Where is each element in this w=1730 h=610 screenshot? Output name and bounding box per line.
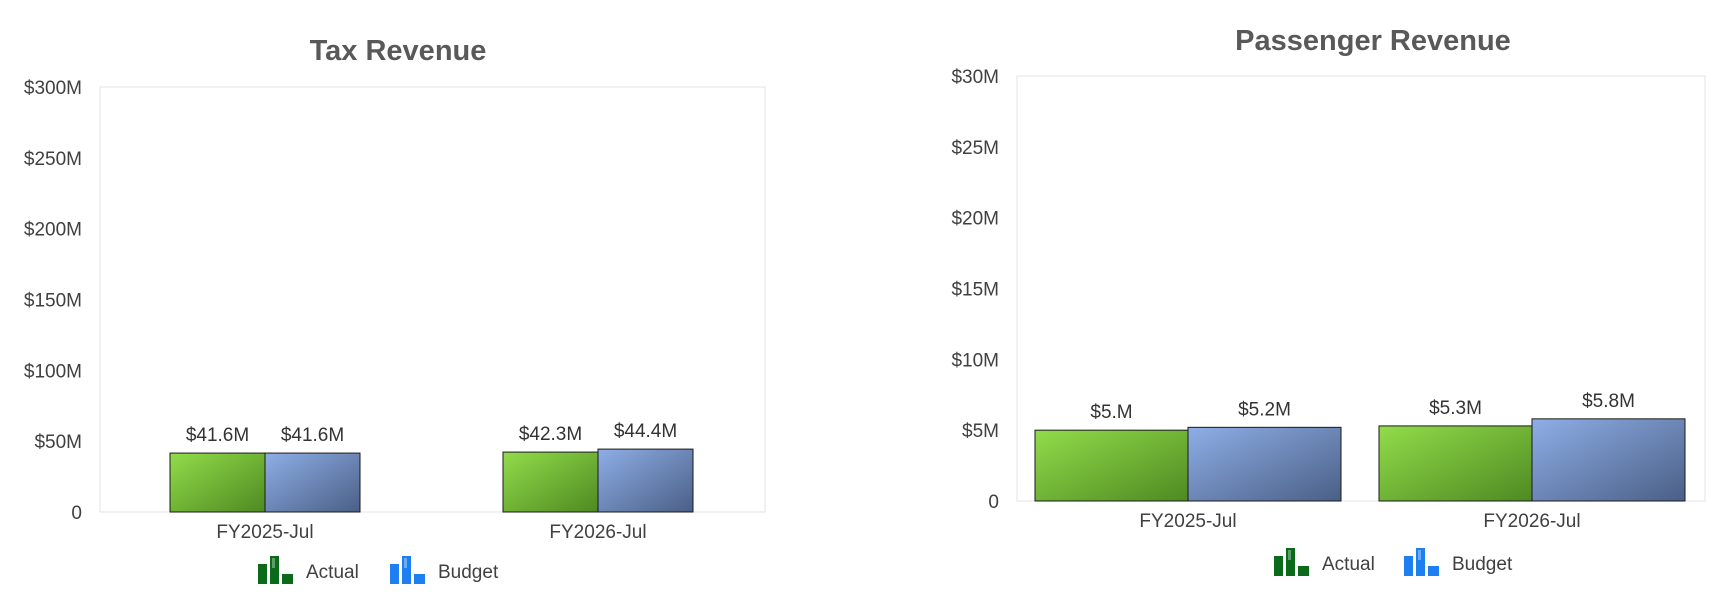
y-tick-label: $25M (951, 138, 999, 159)
legend-item-actual: Actual (1274, 548, 1375, 576)
data-label: $41.6M (186, 425, 249, 446)
y-tick-label: $200M (24, 220, 82, 241)
legend-item-actual: Actual (258, 556, 359, 584)
legend-item-budget: Budget (1404, 548, 1513, 576)
x-category-label: FY2026-Jul (549, 522, 646, 543)
bar-chart-green-icon (258, 556, 293, 584)
data-label: $5.2M (1238, 399, 1291, 420)
y-tick-label: $10M (951, 350, 999, 371)
legend-label: Budget (438, 562, 499, 583)
y-tick-label: $150M (24, 291, 82, 312)
chart-title: Tax Revenue (310, 35, 487, 67)
data-label: $42.3M (519, 424, 582, 445)
data-label: $41.6M (281, 425, 344, 446)
legend-label: Actual (1322, 554, 1375, 575)
data-label: $5.M (1090, 402, 1132, 423)
bar-budget-fy2026-jul (597, 448, 694, 513)
y-tick-label: $30M (951, 67, 999, 88)
data-label: $5.8M (1582, 391, 1635, 412)
y-tick-label: $15M (951, 280, 999, 301)
y-tick-label: $100M (24, 361, 82, 382)
x-category-label: FY2025-Jul (1139, 511, 1236, 532)
bar-actual-fy2025-jul (169, 452, 266, 513)
chart-2: Passenger Revenue 0 $5M $10M $15M $20M $25M $30… (951, 25, 1706, 576)
x-category-label: FY2026-Jul (1483, 511, 1580, 532)
bar-chart-green-icon (1274, 548, 1309, 576)
legend-label: Budget (1452, 554, 1513, 575)
bar-budget-fy2026-jul (1531, 418, 1686, 502)
y-tick-label: $250M (24, 149, 82, 170)
bar-actual-fy2026-jul (502, 451, 599, 513)
legend-label: Actual (306, 562, 359, 583)
bar-chart-blue-icon (390, 556, 425, 584)
y-tick-label: $300M (24, 78, 82, 99)
legend-item-budget: Budget (390, 556, 499, 584)
chart-1: Tax Revenue 0 $50M $100M $150M $200M $250M $300… (24, 35, 766, 584)
bar-budget-fy2025-jul (264, 452, 361, 513)
plot-area (99, 86, 766, 513)
bar-actual-fy2025-jul (1034, 429, 1189, 502)
y-tick-label: 0 (71, 503, 82, 524)
y-tick-label: 0 (988, 492, 999, 513)
bar-actual-fy2026-jul (1378, 425, 1533, 502)
bar-budget-fy2025-jul (1187, 426, 1342, 502)
chart-title: Passenger Revenue (1235, 25, 1511, 57)
y-tick-label: $5M (962, 421, 999, 442)
data-label: $5.3M (1429, 398, 1482, 419)
y-tick-label: $50M (34, 432, 82, 453)
data-label: $44.4M (614, 421, 677, 442)
y-tick-label: $20M (951, 209, 999, 230)
bar-chart-blue-icon (1404, 548, 1439, 576)
x-category-label: FY2025-Jul (216, 522, 313, 543)
